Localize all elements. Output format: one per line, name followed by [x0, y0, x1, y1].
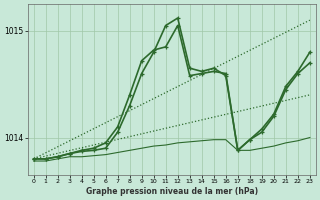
X-axis label: Graphe pression niveau de la mer (hPa): Graphe pression niveau de la mer (hPa) — [86, 187, 258, 196]
